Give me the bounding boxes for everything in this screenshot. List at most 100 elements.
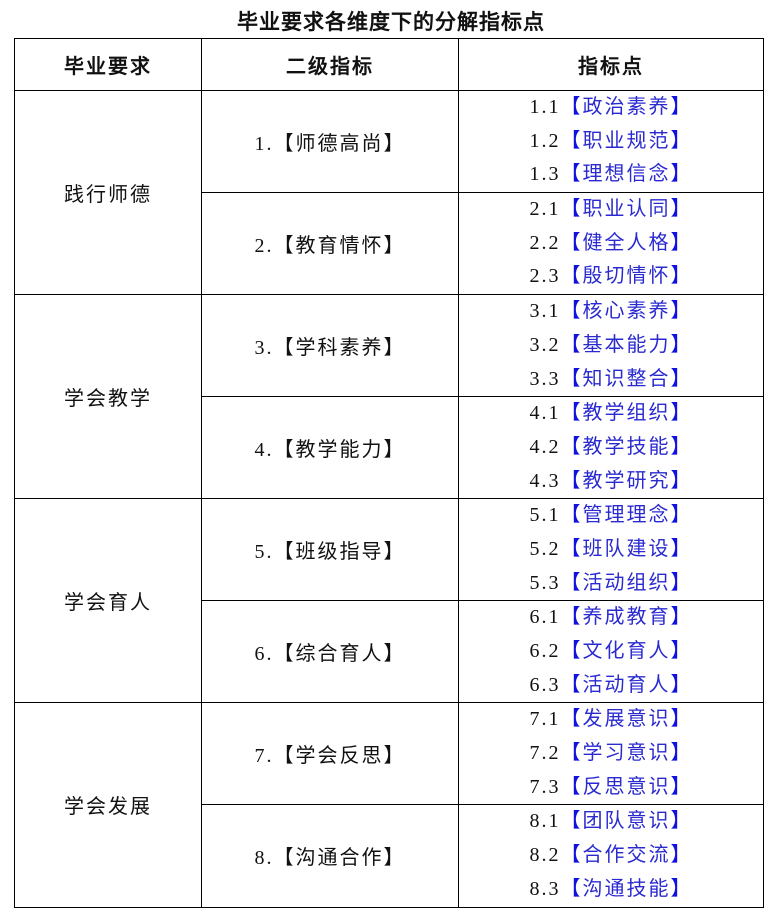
bracket-close: 】 xyxy=(670,96,693,118)
indicator-point: 5.1【管理理念】 xyxy=(459,499,763,533)
bracket-close: 】 xyxy=(670,606,693,629)
table-row: 8.【沟通合作】 8.1【团队意识】 8.2【合作交流】 8.3【沟通技能】 xyxy=(15,804,764,908)
indicator-point: 2.2【健全人格】 xyxy=(459,227,763,261)
bracket-close: 】 xyxy=(670,402,693,425)
bracket-open: 【 xyxy=(560,504,583,527)
secondary-indicator: 1.【师德高尚】 xyxy=(201,89,459,194)
indicator-point: 2.1【职业认同】 xyxy=(459,193,763,227)
point-number: 1.2 xyxy=(529,129,561,152)
point-number: 1.3 xyxy=(529,163,561,186)
point-number: 4.1 xyxy=(529,402,561,425)
indicator-point: 7.1【发展意识】 xyxy=(459,703,763,737)
bracket-open: 【 xyxy=(560,265,583,288)
indicator-point: 1.1【政治素养】 xyxy=(459,91,763,125)
table-row: 学会教学 3.【学科素养】 3.1【核心素养】 3.2【基本能力】 3.3【知识整合】 xyxy=(14,294,764,500)
bracket-close: 】 xyxy=(670,265,693,288)
point-number: 7.1 xyxy=(529,708,561,731)
bracket-close: 】 xyxy=(670,742,693,765)
requirement-cell: 学会发展 xyxy=(14,702,202,908)
bracket-close: 】 xyxy=(670,435,693,458)
point-number: 2.2 xyxy=(529,231,561,254)
indicator-point: 8.3【沟通技能】 xyxy=(459,873,763,907)
point-name: 学习意识 xyxy=(582,742,671,765)
bracket-open: 【 xyxy=(560,435,583,458)
indicator-point: 4.1【教学组织】 xyxy=(459,397,763,431)
points-cell: 1.1【政治素养】 1.2【职业规范】 1.3【理想信念】 xyxy=(458,89,764,194)
bracket-open: 【 xyxy=(560,640,583,662)
bracket-open: 【 xyxy=(560,708,583,731)
bracket-close: 】 xyxy=(670,367,693,390)
bracket-close: 】 xyxy=(670,129,693,152)
bracket-close: 】 xyxy=(670,708,693,731)
point-name: 活动育人 xyxy=(582,673,671,696)
indicator-point: 1.3【理想信念】 xyxy=(459,158,763,192)
secondary-indicator: 8.【沟通合作】 xyxy=(201,804,459,908)
indicator-point: 5.2【班队建设】 xyxy=(459,533,763,567)
bracket-open: 【 xyxy=(560,333,583,356)
point-name: 健全人格 xyxy=(582,231,671,254)
points-cell: 3.1【核心素养】 3.2【基本能力】 3.3【知识整合】 xyxy=(458,294,764,398)
table-row: 践行师德 1.【师德高尚】 1.1【政治素养】 1.2【职业规范】 1.3【理想信念】 xyxy=(14,89,764,296)
bracket-open: 【 xyxy=(560,367,583,390)
points-cell: 2.1【职业认同】 2.2【健全人格】 2.3【殷切情怀】 xyxy=(458,192,764,296)
header-requirement: 毕业要求 xyxy=(14,38,202,91)
points-cell: 7.1【发展意识】 7.2【学习意识】 7.3【反思意识】 xyxy=(458,702,764,806)
bracket-close: 】 xyxy=(670,844,693,867)
indicator-point: 8.2【合作交流】 xyxy=(459,839,763,873)
point-number: 3.3 xyxy=(529,367,561,390)
point-number: 1.1 xyxy=(529,96,561,118)
bracket-close: 】 xyxy=(670,810,693,833)
point-number: 7.3 xyxy=(529,775,561,798)
point-number: 8.3 xyxy=(529,877,561,900)
bracket-open: 【 xyxy=(560,163,583,186)
bracket-open: 【 xyxy=(560,96,583,118)
document-title: 毕业要求各维度下的分解指标点 xyxy=(237,10,545,34)
bracket-close: 】 xyxy=(670,640,693,662)
point-name: 基本能力 xyxy=(582,333,671,356)
point-number: 7.2 xyxy=(529,742,561,765)
point-name: 教学研究 xyxy=(582,469,671,492)
indicator-point: 5.3【活动组织】 xyxy=(459,567,763,601)
point-name: 班队建设 xyxy=(582,537,671,560)
bracket-close: 】 xyxy=(670,333,693,356)
bracket-open: 【 xyxy=(560,810,583,833)
point-number: 4.2 xyxy=(529,435,561,458)
table-row: 2.【教育情怀】 2.1【职业认同】 2.2【健全人格】 2.3【殷切情怀】 xyxy=(15,192,764,296)
point-name: 文化育人 xyxy=(582,640,671,662)
point-name: 沟通技能 xyxy=(582,877,671,900)
point-name: 团队意识 xyxy=(582,810,671,833)
bracket-open: 【 xyxy=(560,402,583,425)
bracket-close: 】 xyxy=(670,300,693,323)
bracket-close: 】 xyxy=(670,673,693,696)
secondary-indicator: 5.【班级指导】 xyxy=(201,498,459,602)
bracket-open: 【 xyxy=(560,606,583,629)
secondary-indicator: 7.【学会反思】 xyxy=(201,702,459,806)
point-name: 养成教育 xyxy=(582,606,671,629)
indicator-point: 3.2【基本能力】 xyxy=(459,329,763,363)
indicator-point: 4.3【教学研究】 xyxy=(459,465,763,499)
bracket-open: 【 xyxy=(560,844,583,867)
point-number: 3.2 xyxy=(529,333,561,356)
indicator-point: 7.2【学习意识】 xyxy=(459,737,763,771)
point-name: 职业规范 xyxy=(582,129,671,152)
bracket-close: 】 xyxy=(670,877,693,900)
point-number: 8.1 xyxy=(529,810,561,833)
table-row: 6.【综合育人】 6.1【养成教育】 6.2【文化育人】 6.3【活动育人】 xyxy=(15,600,764,704)
indicator-point: 8.1【团队意识】 xyxy=(459,805,763,839)
bracket-open: 【 xyxy=(560,129,583,152)
point-number: 3.1 xyxy=(529,300,561,323)
secondary-indicator: 4.【教学能力】 xyxy=(201,396,459,500)
points-cell: 8.1【团队意识】 8.2【合作交流】 8.3【沟通技能】 xyxy=(458,804,764,908)
requirement-cell: 学会教学 xyxy=(14,294,202,500)
bracket-close: 】 xyxy=(670,469,693,492)
secondary-indicator: 3.【学科素养】 xyxy=(201,294,459,398)
bracket-open: 【 xyxy=(560,775,583,798)
indicator-point: 6.3【活动育人】 xyxy=(459,669,763,703)
bracket-open: 【 xyxy=(560,877,583,900)
header-points: 指标点 xyxy=(458,38,764,91)
point-number: 2.3 xyxy=(529,265,561,288)
point-number: 5.2 xyxy=(529,537,561,560)
table-row: 学会发展 7.【学会反思】 7.1【发展意识】 7.2【学习意识】 7.3【反思意识】 xyxy=(14,702,764,908)
bracket-close: 】 xyxy=(670,163,693,186)
bracket-open: 【 xyxy=(560,571,583,594)
